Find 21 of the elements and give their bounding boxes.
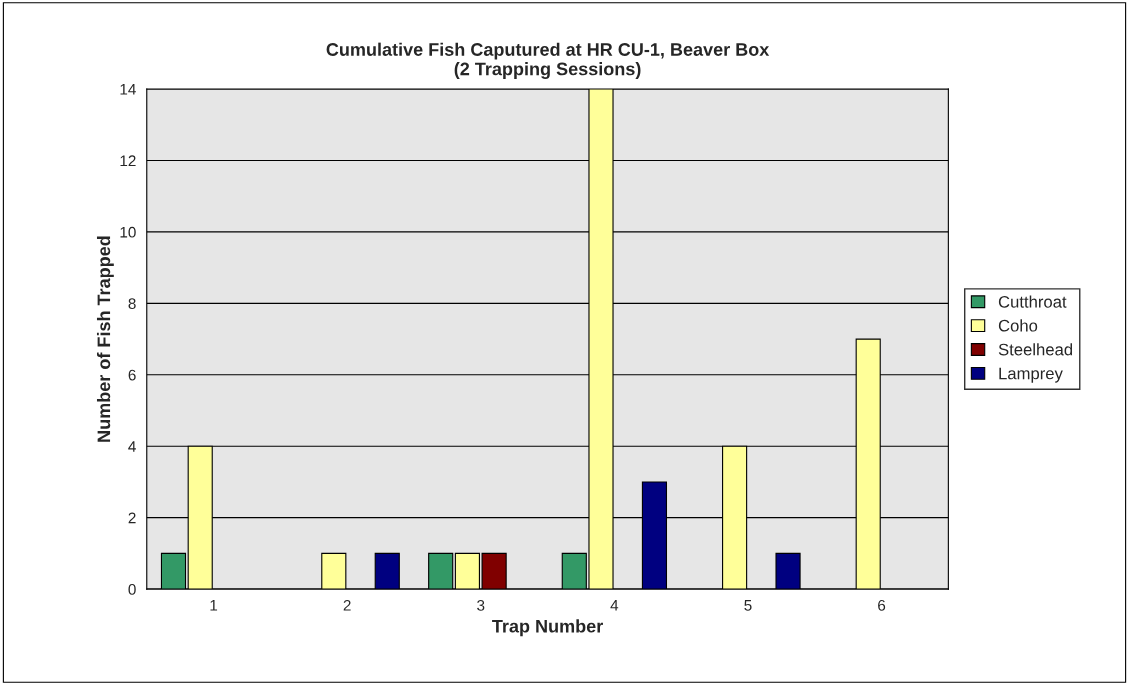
x-tick-label: 6	[878, 599, 886, 611]
x-tick-label: 1	[210, 600, 218, 611]
legend-label: Steelhead	[998, 343, 1073, 356]
x-tick-label: 4	[610, 600, 619, 611]
y-tick-label: 12	[120, 155, 136, 167]
chart-title: Cumulative Fish Caputured at HR CU-1, Beaver Box (2 Trapping Sessions)	[326, 42, 770, 79]
y-tick-label: 8	[128, 298, 136, 310]
y-axis-title: Number of Fish Trapped	[96, 236, 114, 442]
y-tick-label: 4	[128, 441, 136, 452]
y-tick-label: 6	[128, 369, 136, 381]
y-tick-label: 2	[128, 512, 136, 524]
legend-label: Cutthroat	[998, 295, 1067, 308]
x-tick-label: 2	[343, 599, 351, 611]
legend-label: Lamprey	[999, 367, 1063, 383]
y-tick-label: 14	[120, 84, 136, 95]
x-axis-title: Trap Number	[492, 619, 603, 637]
x-tick-label: 5	[744, 600, 752, 611]
x-tick-label: 3	[477, 599, 485, 611]
legend-label: Coho	[998, 319, 1038, 332]
y-tick-label: 10	[120, 226, 136, 238]
y-tick-label: 0	[128, 583, 136, 595]
